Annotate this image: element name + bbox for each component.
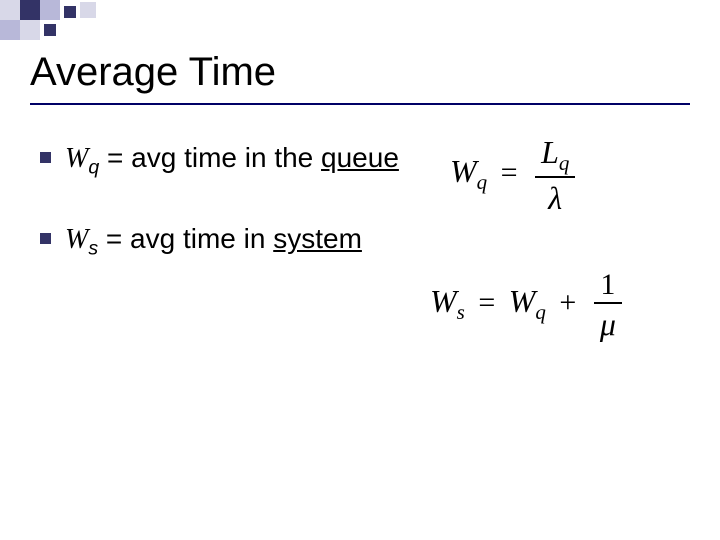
formula-lhs-var: W [430, 283, 457, 319]
fraction: Lq λ [535, 136, 575, 214]
bullet-underlined: queue [321, 142, 399, 173]
formula-mid-sub: q [535, 300, 546, 324]
formula-column: Wq = Lq λ Ws = Wq + 1 μ [410, 140, 690, 302]
formula-wq: Wq = Lq λ [450, 136, 579, 214]
deco-square [64, 6, 76, 18]
subscript-q: q [88, 157, 99, 179]
fraction-numerator: 1 [594, 270, 622, 304]
deco-square [40, 0, 60, 20]
fraction: 1 μ [594, 270, 622, 340]
fraction-denominator: μ [594, 304, 622, 340]
variable-w: W [65, 143, 88, 174]
deco-square [80, 2, 96, 18]
equals-sign: = [495, 156, 524, 189]
num-var: L [541, 134, 559, 170]
bullet-rest: = avg time in the [99, 142, 321, 173]
corner-decoration [0, 0, 300, 48]
bullet-column: Wq = avg time in the queue Ws = avg time… [40, 140, 410, 302]
deco-square [0, 20, 20, 40]
content-area: Wq = avg time in the queue Ws = avg time… [40, 140, 690, 302]
bullet-text: Ws = avg time in system [65, 221, 362, 262]
formula-mid-var: W [509, 283, 536, 319]
bullet-item: Wq = avg time in the queue [40, 140, 410, 181]
fraction-numerator: Lq [535, 136, 575, 178]
formula-lhs-sub: q [477, 170, 488, 194]
bullet-item: Ws = avg time in system [40, 221, 410, 262]
formula-lhs-sub: s [457, 300, 465, 324]
bullet-rest: = avg time in [98, 223, 273, 254]
formula-lhs-var: W [450, 153, 477, 189]
page-title: Average Time [30, 50, 690, 95]
bullet-square-icon [40, 152, 51, 163]
deco-square [0, 0, 20, 20]
num-sub: q [559, 151, 570, 175]
equals-sign: = [472, 286, 501, 319]
title-container: Average Time [30, 50, 690, 105]
fraction-denominator: λ [535, 178, 575, 214]
deco-square [44, 24, 56, 36]
subscript-s: s [88, 238, 98, 260]
formula-ws: Ws = Wq + 1 μ [430, 270, 626, 340]
deco-square [20, 20, 40, 40]
plus-sign: + [553, 286, 582, 319]
variable-w: W [65, 224, 88, 255]
bullet-text: Wq = avg time in the queue [65, 140, 399, 181]
deco-square [20, 0, 40, 20]
bullet-square-icon [40, 233, 51, 244]
bullet-underlined: system [273, 223, 362, 254]
